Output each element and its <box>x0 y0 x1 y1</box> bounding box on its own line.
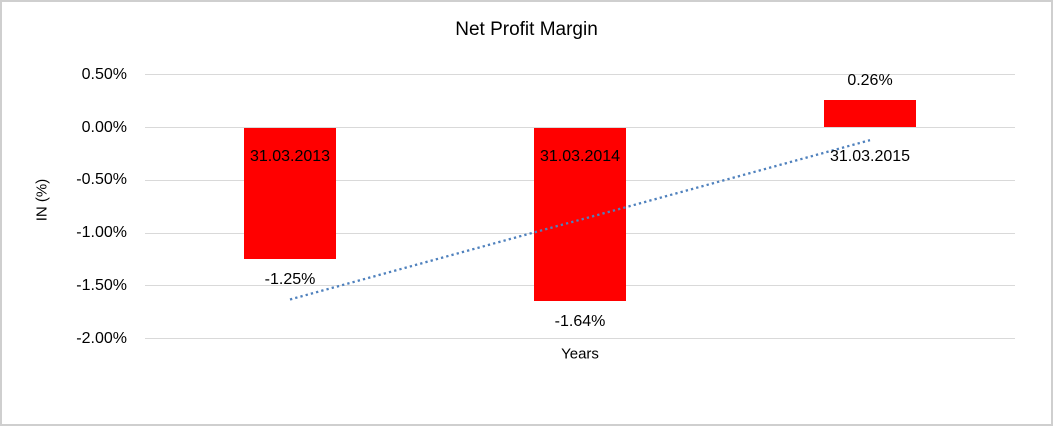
value-label: 0.26% <box>847 72 893 90</box>
y-tick-label: -0.50% <box>76 171 127 189</box>
y-tick-label: -1.00% <box>76 224 127 241</box>
bar-31.03.2015 <box>824 100 916 128</box>
gridline <box>145 338 1015 339</box>
x-axis-title: Years <box>561 345 599 363</box>
y-tick-label: -1.50% <box>76 276 127 294</box>
y-tick-label: -2.00% <box>76 329 127 347</box>
value-label: -1.25% <box>264 271 316 289</box>
y-tick-label: 0.50% <box>81 65 127 83</box>
value-label: -1.64% <box>554 312 606 330</box>
chart-title: Net Profit Margin <box>455 19 598 40</box>
y-tick-label: 0.00% <box>81 118 127 136</box>
category-label: 31.03.2013 <box>249 148 331 165</box>
category-label: 31.03.2014 <box>539 148 621 165</box>
gridline <box>145 74 1015 76</box>
y-axis-title: IN (%) <box>33 178 51 222</box>
category-label: 31.03.2015 <box>829 148 911 165</box>
